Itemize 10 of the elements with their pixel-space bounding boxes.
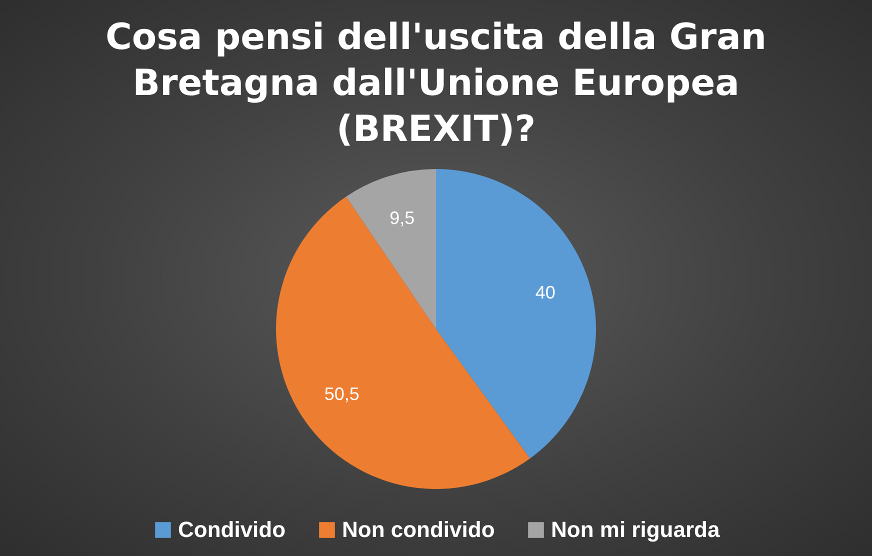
data-label: 40	[535, 282, 556, 302]
pie-slice	[436, 169, 596, 458]
pie-slice	[276, 196, 530, 489]
legend-label: Condivido	[178, 517, 286, 542]
legend-label: Non condivido	[342, 517, 495, 542]
legend-label: Non mi riguarda	[551, 517, 720, 542]
data-label: 50,5	[324, 384, 360, 404]
data-label: 9,5	[390, 208, 415, 228]
pie-slice	[346, 169, 436, 329]
chart-title: Cosa pensi dell'uscita della Gran Bretagna dall'Unione Europea (BREXIT)?	[105, 17, 767, 150]
